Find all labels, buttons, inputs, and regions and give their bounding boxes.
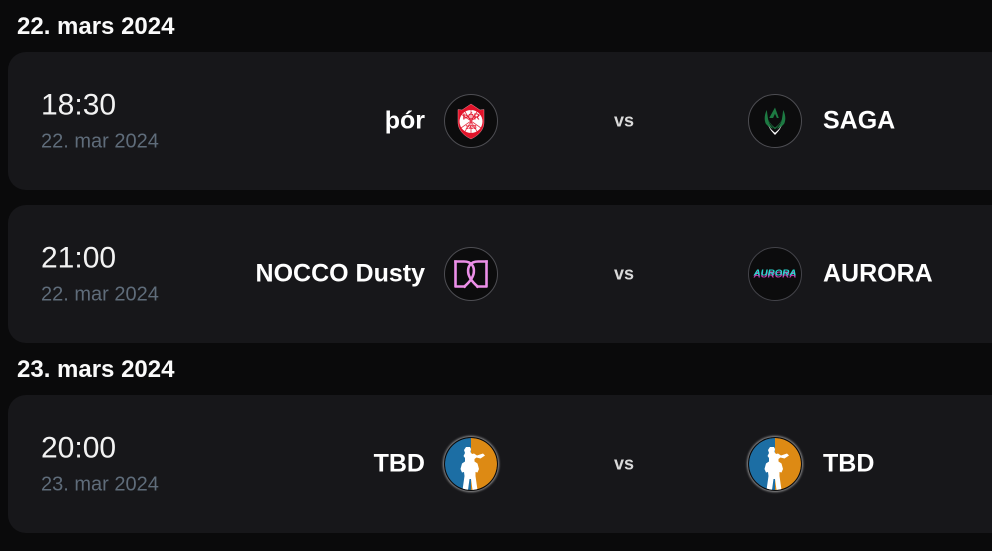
svg-text:ÞÓR: ÞÓR <box>463 113 480 122</box>
svg-text:1933: 1933 <box>465 125 476 131</box>
svg-text:AURORA: AURORA <box>753 268 797 277</box>
